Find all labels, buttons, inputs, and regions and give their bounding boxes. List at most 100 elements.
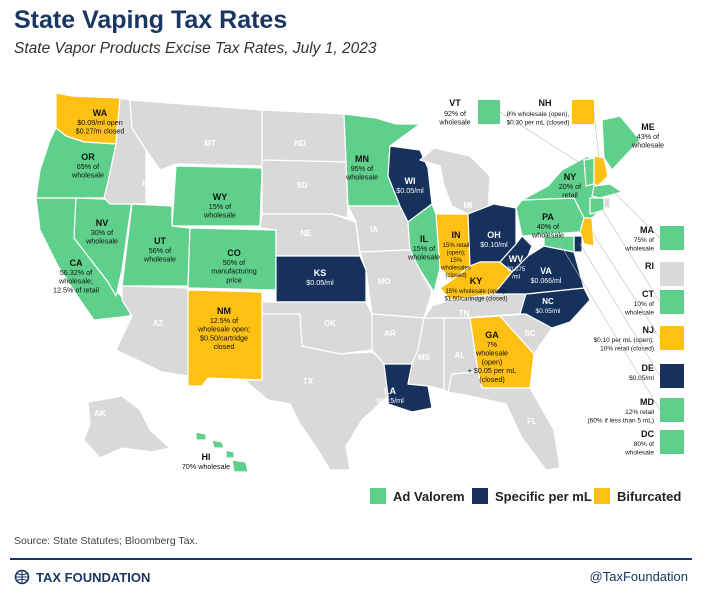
legend-swatch-bifurcated bbox=[594, 488, 610, 504]
state-ks bbox=[275, 255, 367, 303]
state-sd bbox=[261, 159, 349, 219]
callout-rate-ct: wholesale bbox=[624, 310, 654, 317]
state-rate-mn: 95% of bbox=[351, 164, 373, 173]
state-rate-in: 15% bbox=[450, 258, 463, 264]
callout-rate-nj: 10% retail (closed) bbox=[600, 346, 654, 353]
state-abbr-ne: NE bbox=[300, 229, 312, 238]
state-abbr-nd: ND bbox=[294, 139, 306, 148]
callout-swatch-ri bbox=[660, 262, 684, 286]
state-rate-va: $0.066/ml bbox=[531, 278, 562, 285]
state-abbr-tn: TN bbox=[459, 309, 470, 318]
state-abbr-ms: MS bbox=[418, 353, 431, 362]
state-abbr-ky: KY bbox=[470, 276, 483, 286]
state-wv bbox=[499, 235, 533, 273]
callout-swatch-vt bbox=[478, 100, 500, 124]
state-rate-ga: + $0.05 per mL bbox=[468, 366, 517, 375]
state-abbr-il: IL bbox=[420, 234, 429, 244]
callout-swatch-ma bbox=[660, 226, 684, 250]
state-rate-la: $0.15/ml bbox=[376, 396, 404, 405]
callout-abbr-nh: NH bbox=[539, 98, 552, 108]
state-hi bbox=[195, 431, 249, 473]
state-rate-il: wholesale bbox=[407, 253, 440, 262]
callout-abbr-ri: RI bbox=[645, 261, 654, 271]
legend-label-ad-valorem: Ad Valorem bbox=[393, 488, 465, 504]
state-rate-wi: $0.05/ml bbox=[396, 186, 424, 195]
callout-rate-nh: $0.30 per mL (closed) bbox=[507, 120, 570, 127]
brand-logo: TAX FOUNDATION bbox=[14, 569, 150, 585]
footer-divider bbox=[10, 558, 692, 560]
state-rate-wa: $0.09/ml open bbox=[77, 118, 123, 127]
state-me bbox=[601, 115, 641, 171]
state-abbr-in: IN bbox=[452, 230, 461, 240]
callout-abbr-nj: NJ bbox=[642, 325, 654, 335]
state-rate-co: 50% of bbox=[223, 258, 245, 267]
source-note: Source: State Statutes; Bloomberg Tax. bbox=[14, 535, 198, 547]
callout-swatch-de bbox=[660, 364, 684, 388]
leader-line bbox=[499, 111, 595, 173]
legend-label-specific: Specific per mL bbox=[495, 488, 592, 504]
callout-rate-md: 12% retail bbox=[625, 409, 654, 416]
state-nj bbox=[579, 217, 595, 247]
state-rate-nc: $0.05/ml bbox=[536, 308, 561, 315]
callout-abbr-de: DE bbox=[641, 363, 654, 373]
callout-abbr-ct: CT bbox=[642, 289, 654, 299]
leader-line bbox=[591, 231, 661, 339]
state-rate-me: wholesale bbox=[631, 141, 664, 150]
state-rate-nm: 12.5% of bbox=[210, 316, 238, 325]
state-rate-or: 65% of bbox=[77, 162, 99, 171]
callout-rate-dc: wholesale bbox=[624, 450, 654, 457]
state-rate-ca: 56.32% of bbox=[60, 268, 92, 277]
legend-label-bifurcated: Bifurcated bbox=[617, 488, 682, 504]
callout-rate-ma: wholesale bbox=[624, 246, 654, 253]
legend-swatch-ad-valorem bbox=[370, 488, 386, 504]
state-rate-wv: $0.075 bbox=[507, 267, 526, 273]
state-rate-or: wholesale bbox=[71, 171, 104, 180]
callout-swatch-nh bbox=[572, 100, 594, 124]
callout-rate-dc: 80% of bbox=[634, 441, 654, 448]
callout-rate-md: (60% if less than 5 mL) bbox=[588, 418, 654, 425]
page-subtitle: State Vapor Products Excise Tax Rates, J… bbox=[14, 40, 377, 57]
state-rate-in: 15% retail bbox=[443, 243, 470, 249]
state-abbr-ga: GA bbox=[485, 330, 499, 340]
leader-line bbox=[559, 243, 661, 411]
state-ct bbox=[589, 197, 605, 215]
state-abbr-sc: SC bbox=[524, 329, 535, 338]
callout-swatch-ct bbox=[660, 290, 684, 314]
state-rate-wy: wholesale bbox=[203, 211, 236, 220]
state-az bbox=[115, 285, 189, 377]
state-md bbox=[543, 235, 575, 253]
callout-rate-nh: 8% wholesale (open), bbox=[507, 111, 570, 118]
state-rate-pa: 40% of bbox=[537, 222, 559, 231]
state-nm bbox=[187, 289, 263, 387]
state-rate-nm: $0.50/cartridge bbox=[200, 333, 248, 342]
state-rate-oh: $0.10/ml bbox=[480, 240, 508, 249]
state-mi bbox=[419, 147, 491, 215]
state-rate-ks: $0.05/ml bbox=[306, 278, 334, 287]
state-abbr-ak: AK bbox=[94, 409, 106, 418]
state-abbr-nc: NC bbox=[542, 297, 554, 306]
state-nh bbox=[593, 155, 609, 187]
state-rate-il: 15% of bbox=[413, 244, 435, 253]
state-rate-ca: 12.5% of retail bbox=[53, 285, 99, 294]
state-rate-ga: 7% bbox=[487, 340, 498, 349]
state-abbr-wy: WY bbox=[213, 192, 228, 202]
state-rate-co: manufacturing bbox=[211, 267, 257, 276]
state-rate-nm: wholesale open; bbox=[197, 325, 250, 334]
callout-abbr-md: MD bbox=[640, 397, 654, 407]
state-abbr-va: VA bbox=[540, 266, 552, 276]
state-nc bbox=[519, 287, 591, 329]
legend-ad-valorem: Ad Valorem bbox=[370, 488, 465, 504]
state-abbr-ny: NY bbox=[564, 172, 577, 182]
state-rate-ky: $1.50/cartridge (closed) bbox=[444, 297, 507, 303]
state-tx bbox=[243, 313, 389, 471]
state-rate-ga: (open) bbox=[482, 357, 503, 366]
state-abbr-al: AL bbox=[455, 351, 466, 360]
state-vt bbox=[583, 157, 595, 187]
state-ri bbox=[603, 197, 611, 209]
social-handle[interactable]: @TaxFoundation bbox=[589, 569, 688, 584]
state-abbr-ca: CA bbox=[70, 258, 83, 268]
callout-rate-ct: 10% of bbox=[634, 301, 654, 308]
state-abbr-mt: MT bbox=[204, 139, 216, 148]
leader-line bbox=[579, 243, 661, 377]
state-abbr-ok: OK bbox=[324, 319, 336, 328]
